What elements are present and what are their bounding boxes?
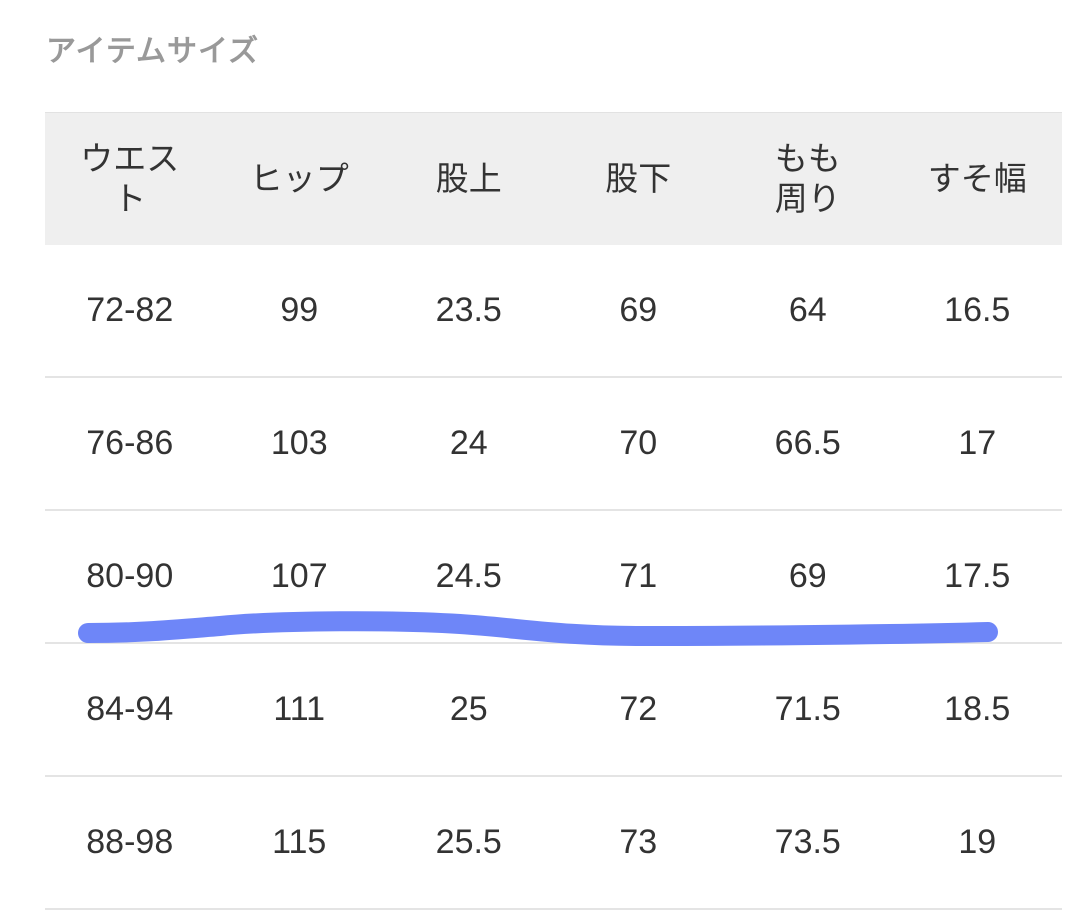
table-cell: 111	[214, 643, 384, 777]
table-cell: 18.5	[892, 643, 1062, 777]
header-label: 股下	[605, 159, 672, 198]
table-cell: 25.5	[384, 776, 554, 910]
table-cell: 73.5	[723, 776, 893, 910]
table-cell: 19	[892, 776, 1062, 910]
header-label: 股上	[435, 159, 502, 198]
table-cell: 24	[384, 377, 554, 511]
table-cell: 107	[214, 510, 384, 644]
table-row: 72-82 99 23.5 69 64 16.5	[45, 245, 1062, 378]
size-table: ウエスト ヒップ 股上 股下 もも周り すそ幅 72-82 99 23.5 69 64 1…	[45, 112, 1062, 910]
table-cell: 72	[553, 643, 723, 777]
table-cell: 73	[553, 776, 723, 910]
table-cell: 17.5	[892, 510, 1062, 644]
table-row: 80-90 107 24.5 71 69 17.5	[45, 510, 1062, 644]
table-row: 84-94 111 25 72 71.5 18.5	[45, 643, 1062, 777]
table-cell: 16.5	[892, 245, 1062, 378]
header-rise: 股上	[384, 112, 554, 245]
table-header-row: ウエスト ヒップ 股上 股下 もも周り すそ幅	[45, 112, 1062, 245]
table-row: 76-86 103 24 70 66.5 17	[45, 377, 1062, 511]
table-cell: 17	[892, 377, 1062, 511]
table-cell: 66.5	[723, 377, 893, 511]
table-cell: 70	[553, 377, 723, 511]
table-cell: 69	[553, 245, 723, 378]
table-cell: 88-98	[45, 776, 215, 910]
table-cell: 72-82	[45, 245, 215, 378]
header-hem-width: すそ幅	[892, 112, 1062, 245]
header-inseam: 股下	[553, 112, 723, 245]
table-cell: 71.5	[723, 643, 893, 777]
table-cell: 71	[553, 510, 723, 644]
header-label: ウエスト	[80, 139, 180, 218]
header-label: すそ幅	[927, 159, 1027, 198]
table-cell: 80-90	[45, 510, 215, 644]
header-hip: ヒップ	[214, 112, 384, 245]
table-cell: 76-86	[45, 377, 215, 511]
header-thigh: もも周り	[723, 112, 893, 245]
table-cell: 24.5	[384, 510, 554, 644]
table-cell: 103	[214, 377, 384, 511]
table-cell: 115	[214, 776, 384, 910]
table-row: 88-98 115 25.5 73 73.5 19	[45, 776, 1062, 910]
table-cell: 99	[214, 245, 384, 378]
header-label: もも周り	[774, 139, 841, 218]
table-cell: 23.5	[384, 245, 554, 378]
table-cell: 69	[723, 510, 893, 644]
header-label: ヒップ	[249, 159, 349, 198]
table-cell: 84-94	[45, 643, 215, 777]
table-cell: 64	[723, 245, 893, 378]
section-title: アイテムサイズ	[46, 34, 260, 69]
header-waist: ウエスト	[45, 112, 215, 245]
table-cell: 25	[384, 643, 554, 777]
